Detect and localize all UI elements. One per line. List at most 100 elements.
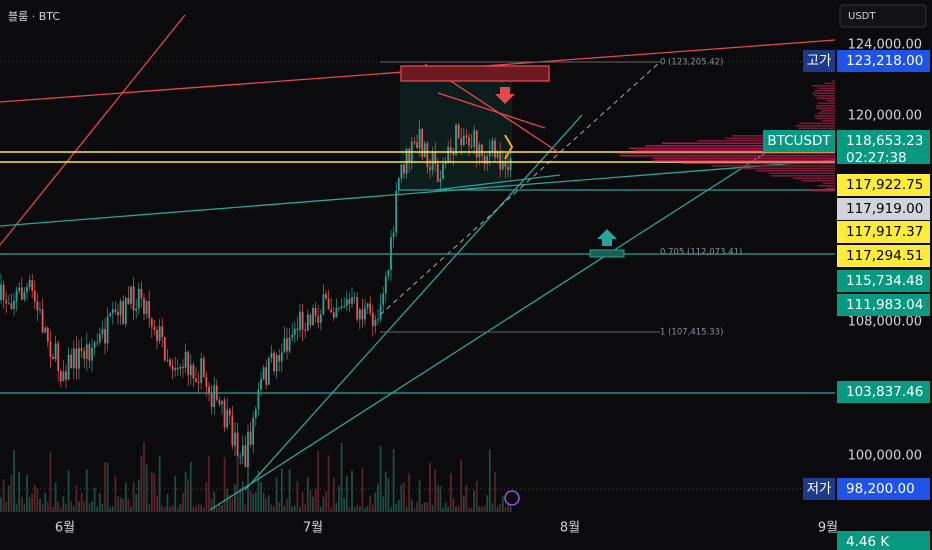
candle-body: [366, 303, 369, 308]
volume-bar: [408, 473, 411, 512]
volume-bar: [478, 506, 481, 512]
candle-body: [317, 316, 320, 323]
volume-bar: [418, 480, 421, 512]
candle-body: [135, 308, 138, 311]
candle-body: [501, 160, 504, 170]
candle-body: [416, 142, 418, 149]
volume-bar: [252, 494, 255, 512]
candle-body: [13, 300, 15, 309]
candle-body: [465, 135, 468, 138]
candle-body: [98, 334, 101, 343]
time-label: 8월: [560, 521, 580, 536]
volume-bar: [228, 494, 231, 512]
pattern-mark: [504, 134, 514, 160]
volume-bar: [470, 507, 473, 512]
candle-body: [23, 292, 26, 300]
volume-bar: [413, 507, 416, 512]
volume-bar: [145, 464, 148, 512]
candle-body: [309, 314, 312, 326]
volume-bar: [166, 493, 169, 512]
candle-body: [434, 151, 437, 164]
volume-bar: [403, 482, 405, 512]
volume-bar: [442, 507, 444, 512]
candle-body: [166, 359, 169, 361]
price-tag: [837, 174, 930, 196]
candle-body: [332, 312, 335, 318]
candle-body: [218, 400, 221, 405]
candle-body: [356, 297, 359, 320]
volume-bar: [371, 504, 374, 512]
candle-body: [504, 160, 507, 167]
volume-bar: [353, 507, 356, 512]
volume-bar: [312, 496, 314, 512]
candle-body: [85, 344, 88, 359]
candle-body: [241, 445, 244, 457]
candle-body: [7, 303, 10, 305]
candle-body: [299, 311, 301, 331]
volume-bar: [122, 499, 125, 512]
candle-body: [374, 319, 377, 327]
volume-bar: [137, 479, 140, 512]
volume-bar: [416, 502, 418, 512]
candle-body: [400, 164, 403, 179]
candle-body: [262, 367, 265, 380]
candle-body: [353, 297, 356, 299]
volume-bar: [494, 472, 496, 512]
candle-body: [54, 343, 57, 360]
volume-bar: [483, 505, 486, 512]
volume-bar: [426, 502, 429, 512]
candle-body: [455, 124, 457, 155]
resistance-box: [400, 65, 550, 82]
profile-bar: [620, 155, 835, 157]
volume-bar: [501, 496, 504, 512]
profile-bar: [815, 117, 835, 120]
candle-body: [174, 368, 177, 371]
profile-bar: [826, 100, 835, 102]
candle-body: [444, 162, 447, 165]
volume-bar: [382, 496, 385, 512]
volume-bar: [202, 507, 205, 512]
volume-bar: [192, 506, 195, 512]
candle-body: [59, 370, 62, 382]
candle-body: [143, 298, 145, 314]
candle-body: [72, 348, 75, 369]
volume-bar: [226, 488, 229, 512]
volume-bar: [327, 455, 330, 512]
candle-body: [221, 400, 223, 405]
price-tick-label: 100,000.00: [848, 449, 922, 464]
volume-bar: [18, 471, 21, 512]
candle-body: [28, 280, 31, 287]
profile-bar: [812, 92, 835, 95]
volume-bar: [135, 494, 138, 512]
currency-box[interactable]: [839, 4, 927, 28]
volume-bar: [499, 503, 502, 512]
candle-body: [457, 124, 460, 139]
volume-bar: [444, 502, 447, 512]
volume-bar: [223, 457, 226, 512]
trend-line: [437, 92, 546, 129]
profile-bar: [628, 147, 835, 150]
candle-body: [319, 314, 322, 323]
volume-bar: [13, 450, 15, 512]
candle-body: [78, 348, 80, 369]
candle-body: [361, 309, 364, 320]
volume-bar: [369, 495, 372, 512]
volume-bar: [197, 504, 200, 512]
candle-body: [325, 294, 327, 299]
fib-label: 0.705 (112,073.41): [660, 248, 742, 258]
candle-body: [234, 432, 236, 446]
volume-bar: [78, 501, 80, 512]
profile-bar: [711, 165, 835, 167]
price-tag: [837, 221, 930, 243]
volume-bar: [488, 449, 491, 512]
candle-body: [449, 147, 452, 153]
volume-bar: [247, 470, 249, 512]
candle-body: [205, 377, 208, 387]
volume-bar: [41, 503, 44, 512]
candle-body: [267, 358, 270, 385]
volume-bar: [119, 497, 122, 512]
candle-body: [20, 287, 23, 300]
volume-bar: [65, 503, 67, 512]
price-tag-label: 고가: [807, 53, 832, 69]
volume-bar: [46, 502, 49, 512]
